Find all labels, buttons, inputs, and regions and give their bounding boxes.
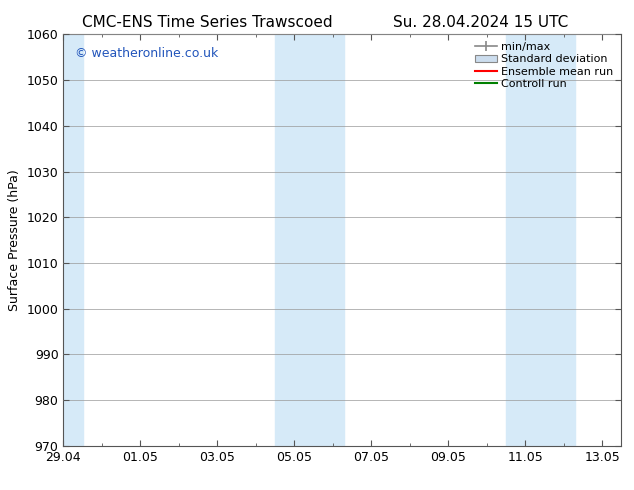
Text: CMC-ENS Time Series Trawscoed: CMC-ENS Time Series Trawscoed [82,15,333,30]
Bar [313,34,344,446]
Bar [536,34,575,446]
Text: Su. 28.04.2024 15 UTC: Su. 28.04.2024 15 UTC [393,15,568,30]
Legend: min/max, Standard deviation, Ensemble mean run, Controll run: min/max, Standard deviation, Ensemble me… [470,38,618,93]
Text: © weatheronline.co.uk: © weatheronline.co.uk [75,47,218,60]
Y-axis label: Surface Pressure (hPa): Surface Pressure (hPa) [8,169,21,311]
Bar [60,34,82,446]
Bar [506,34,536,446]
Bar [275,34,313,446]
